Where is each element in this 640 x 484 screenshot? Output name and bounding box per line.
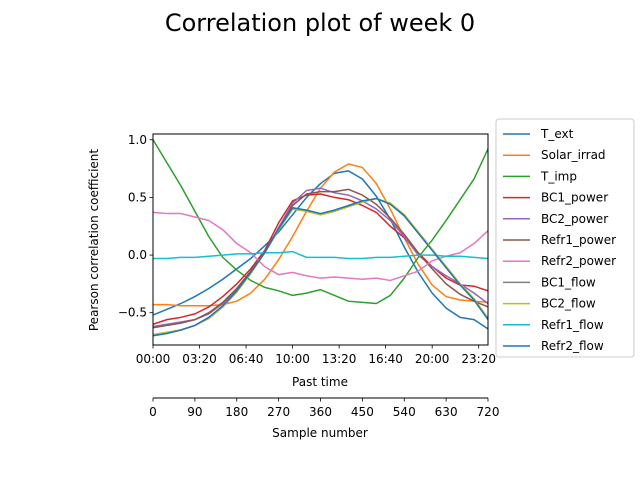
time-tick-label: 06:40: [229, 352, 264, 366]
time-tick-label: 00:00: [136, 352, 171, 366]
sample-tick-label: 540: [393, 405, 416, 419]
x-axis-time: 00:00 03:20 06:40 10:00 13:20 16:40 20:00 23:20: [136, 345, 496, 366]
x-axis-label: Past time: [292, 375, 348, 389]
series-layer: [152, 139, 489, 337]
legend-label: Refr2_power: [541, 254, 616, 268]
time-tick-label: 20:00: [415, 352, 450, 366]
legend-frame: [495, 118, 635, 358]
series-line-5: [152, 188, 489, 329]
time-tick-label: 16:40: [368, 352, 403, 366]
time-tick-label: 03:20: [182, 352, 217, 366]
legend-label: BC1_flow: [541, 275, 596, 289]
plot-area: [152, 133, 489, 346]
sample-tick-label: 360: [309, 405, 332, 419]
sample-tick-label: 720: [477, 405, 500, 419]
y-tick-label: 1.0: [128, 133, 147, 147]
legend-label: BC1_power: [541, 191, 608, 205]
x-axis-samples: 0 90 180 270 360 450 540 630 720: [149, 397, 500, 419]
series-line-2: [152, 139, 489, 305]
y-tick-label: 0.5: [128, 190, 147, 204]
legend-label: Refr2_flow: [541, 339, 604, 353]
legend-label: Refr1_power: [541, 233, 616, 247]
series-line-9: [153, 250, 489, 260]
sample-tick-label: 630: [435, 405, 458, 419]
series-line-10: [152, 197, 489, 337]
series-line-0: [152, 170, 489, 330]
sample-tick-label: 90: [187, 405, 202, 419]
y-tick-label: 0.0: [128, 248, 147, 262]
legend-label: T_ext: [540, 127, 574, 141]
legend: T_ext Solar_irrad T_imp BC1_power BC2_power R…: [495, 118, 635, 358]
y-tick-label: −0.5: [118, 306, 147, 320]
legend-label: Refr1_flow: [541, 318, 604, 332]
sample-tick-label: 0: [149, 405, 157, 419]
sample-tick-label: 180: [225, 405, 248, 419]
series-line-1: [153, 163, 489, 307]
series-line-6: [152, 211, 489, 282]
plot-frame: [152, 133, 489, 346]
y-axis: 1.0 0.5 0.0 −0.5: [118, 133, 153, 320]
sample-tick-label: 270: [267, 405, 290, 419]
chart-title: Correlation plot of week 0: [165, 9, 475, 37]
sample-tick-label: 450: [351, 405, 374, 419]
legend-label: Solar_irrad: [541, 148, 606, 162]
time-tick-label: 23:20: [461, 352, 496, 366]
y-axis-label: Pearson correlation coefficient: [87, 149, 101, 332]
series-line-4: [152, 187, 489, 328]
time-tick-label: 13:20: [322, 352, 357, 366]
legend-label: BC2_power: [541, 212, 608, 226]
time-tick-label: 10:00: [275, 352, 310, 366]
legend-label: T_imp: [540, 169, 577, 183]
legend-label: BC2_flow: [541, 297, 596, 311]
sample-axis-label: Sample number: [272, 426, 368, 440]
